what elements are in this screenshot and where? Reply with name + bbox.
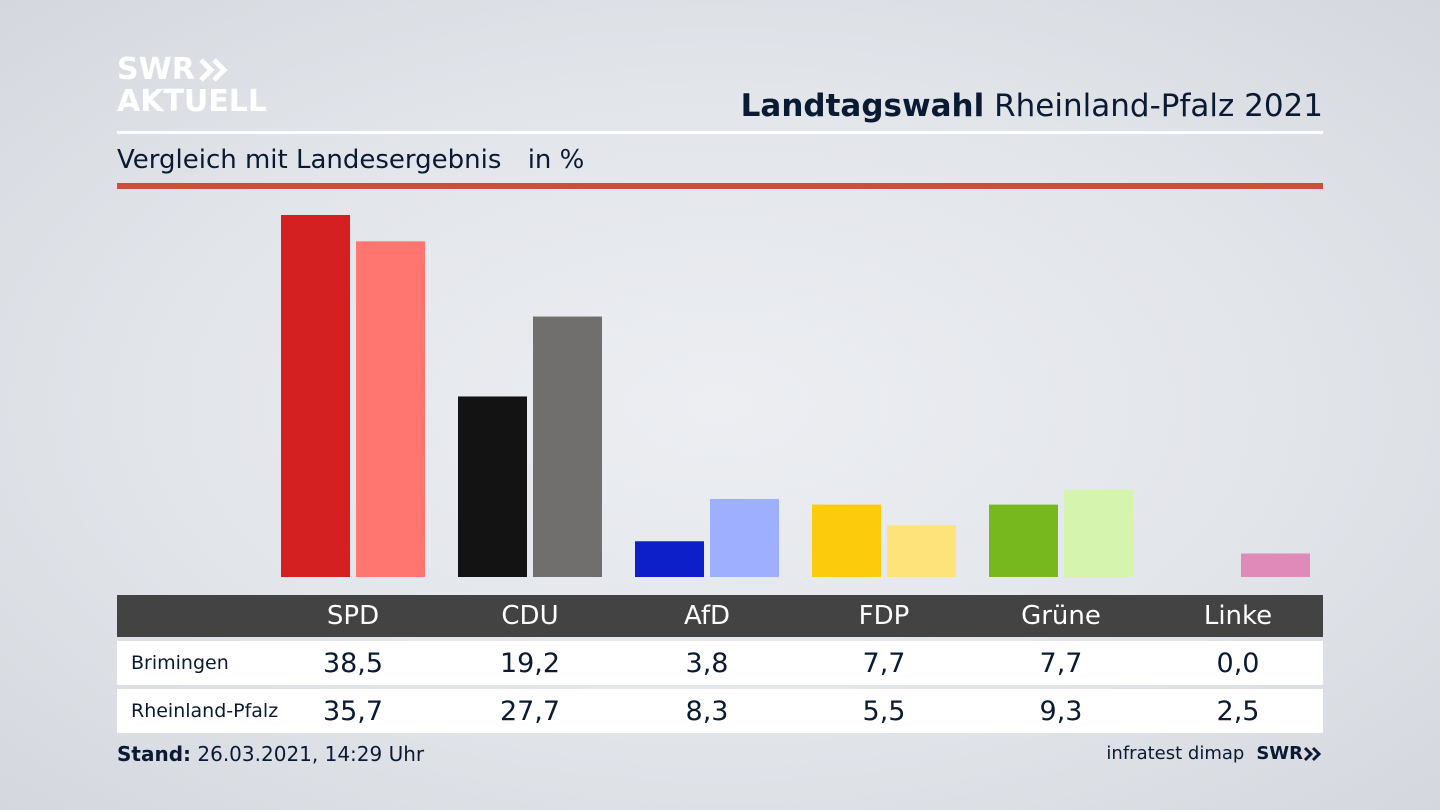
source-credit: infratest dimap SWR <box>1106 740 1323 768</box>
column-header-spd: SPD <box>326 601 380 631</box>
bar-afd-rheinland-pfalz <box>710 498 779 577</box>
bar-cdu-brimingen <box>458 396 527 577</box>
timestamp: Stand: 26.03.2021, 14:29 Uhr <box>117 740 424 768</box>
subtitle-unit: in % <box>527 145 585 175</box>
source-swr-logo: SWR <box>1256 740 1323 768</box>
table-header-row: SPD CDU AfD FDP Grüne Linke <box>117 595 1323 637</box>
bar-cdu-rheinland-pfalz <box>533 316 602 577</box>
value-afd-brimingen: 3,8 <box>685 647 729 679</box>
value-cdu-rheinland-pfalz: 27,7 <box>499 695 561 727</box>
title-rest: Rheinland-Pfalz 2021 <box>994 88 1323 124</box>
value-linke-rheinland-pfalz: 2,5 <box>1216 695 1260 727</box>
column-header-afd: AfD <box>683 601 731 631</box>
logo-swr-text: SWR <box>117 52 195 87</box>
column-header-fdp: FDP <box>858 601 910 631</box>
accent-divider <box>117 183 1323 189</box>
column-header-cdu: CDU <box>501 601 559 631</box>
column-header-gruene: Grüne <box>1021 601 1101 631</box>
value-gruene-brimingen: 7,7 <box>1039 647 1083 679</box>
results-table: SPD CDU AfD FDP Grüne Linke Brimingen 38,5 19,… <box>117 595 1323 733</box>
value-cdu-brimingen: 19,2 <box>499 647 561 679</box>
page-title: Landtagswahl Rheinland-Pfalz 2021 <box>741 86 1323 126</box>
source-text: infratest dimap <box>1106 743 1245 764</box>
logo-aktuell-text: AKTUELL <box>117 84 268 119</box>
header-divider <box>117 131 1323 134</box>
double-chevron-icon <box>1303 746 1322 762</box>
bar-gruene-brimingen <box>989 504 1058 577</box>
column-header-linke: Linke <box>1203 601 1273 631</box>
value-gruene-rheinland-pfalz: 9,3 <box>1039 695 1083 727</box>
value-afd-rheinland-pfalz: 8,3 <box>685 695 729 727</box>
value-spd-brimingen: 38,5 <box>322 647 384 679</box>
bar-fdp-brimingen <box>812 504 881 577</box>
value-linke-brimingen: 0,0 <box>1216 647 1260 679</box>
row-label: Brimingen <box>131 652 229 674</box>
bar-spd-brimingen <box>281 215 350 577</box>
bar-fdp-rheinland-pfalz <box>887 525 956 577</box>
row-label: Rheinland-Pfalz <box>131 700 279 722</box>
subtitle-text: Vergleich mit Landesergebnis <box>117 145 502 175</box>
table-row-brimingen: Brimingen 38,5 19,2 3,8 7,7 7,7 0,0 <box>117 641 1323 685</box>
title-bold: Landtagswahl <box>740 88 985 124</box>
bar-gruene-rheinland-pfalz <box>1064 489 1133 577</box>
chart-subtitle: Vergleich mit Landesergebnis in % <box>117 142 584 178</box>
source-brand-text: SWR <box>1256 743 1303 764</box>
double-chevron-icon <box>199 58 229 82</box>
table-row-rheinland-pfalz: Rheinland-Pfalz 35,7 27,7 8,3 5,5 9,3 2,5 <box>117 689 1323 733</box>
value-fdp-brimingen: 7,7 <box>862 647 906 679</box>
swr-aktuell-logo: SWR AKTUELL <box>117 54 267 118</box>
value-spd-rheinland-pfalz: 35,7 <box>322 695 384 727</box>
stand-label: Stand: <box>117 742 192 766</box>
bar-spd-rheinland-pfalz <box>356 241 425 577</box>
value-fdp-rheinland-pfalz: 5,5 <box>862 695 906 727</box>
stand-value: 26.03.2021, 14:29 Uhr <box>197 742 425 766</box>
bar-afd-brimingen <box>635 541 704 577</box>
bar-linke-rheinland-pfalz <box>1241 553 1310 577</box>
